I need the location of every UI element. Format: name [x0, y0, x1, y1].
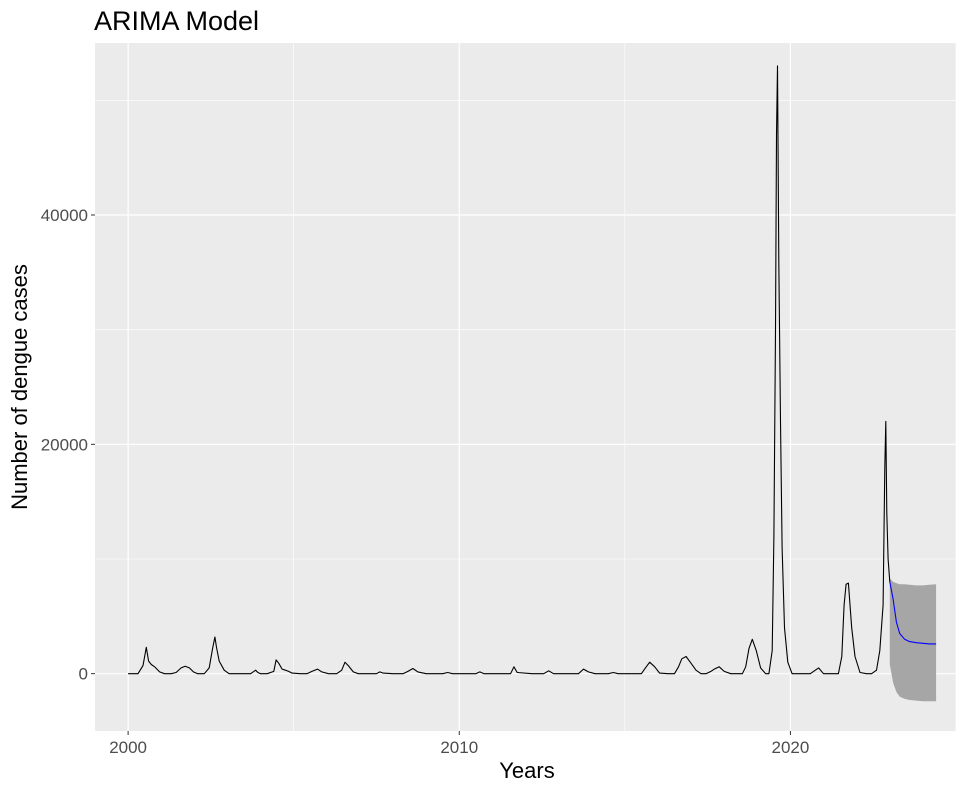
x-tick-label: 2000 — [109, 738, 147, 757]
chart-title: ARIMA Model — [94, 6, 259, 36]
plot-panel — [95, 43, 956, 731]
chart-marks — [128, 65, 937, 702]
grid-minor — [95, 43, 957, 789]
y-tick-label: 40000 — [41, 206, 88, 225]
x-tick-label: 2020 — [772, 738, 810, 757]
y-tick-label: 0 — [79, 665, 88, 684]
forecast-interval-band — [889, 578, 937, 702]
y-axis: 0 20000 40000 — [41, 206, 95, 684]
forecast-series-line — [889, 581, 937, 645]
x-tick-label: 2010 — [440, 738, 478, 757]
x-axis-title: Years — [499, 758, 554, 783]
y-tick-label: 20000 — [41, 435, 88, 454]
observed-series-line — [128, 65, 891, 675]
x-axis: 2000 2010 2020 — [109, 731, 809, 757]
y-axis-title: Number of dengue cases — [7, 264, 32, 510]
